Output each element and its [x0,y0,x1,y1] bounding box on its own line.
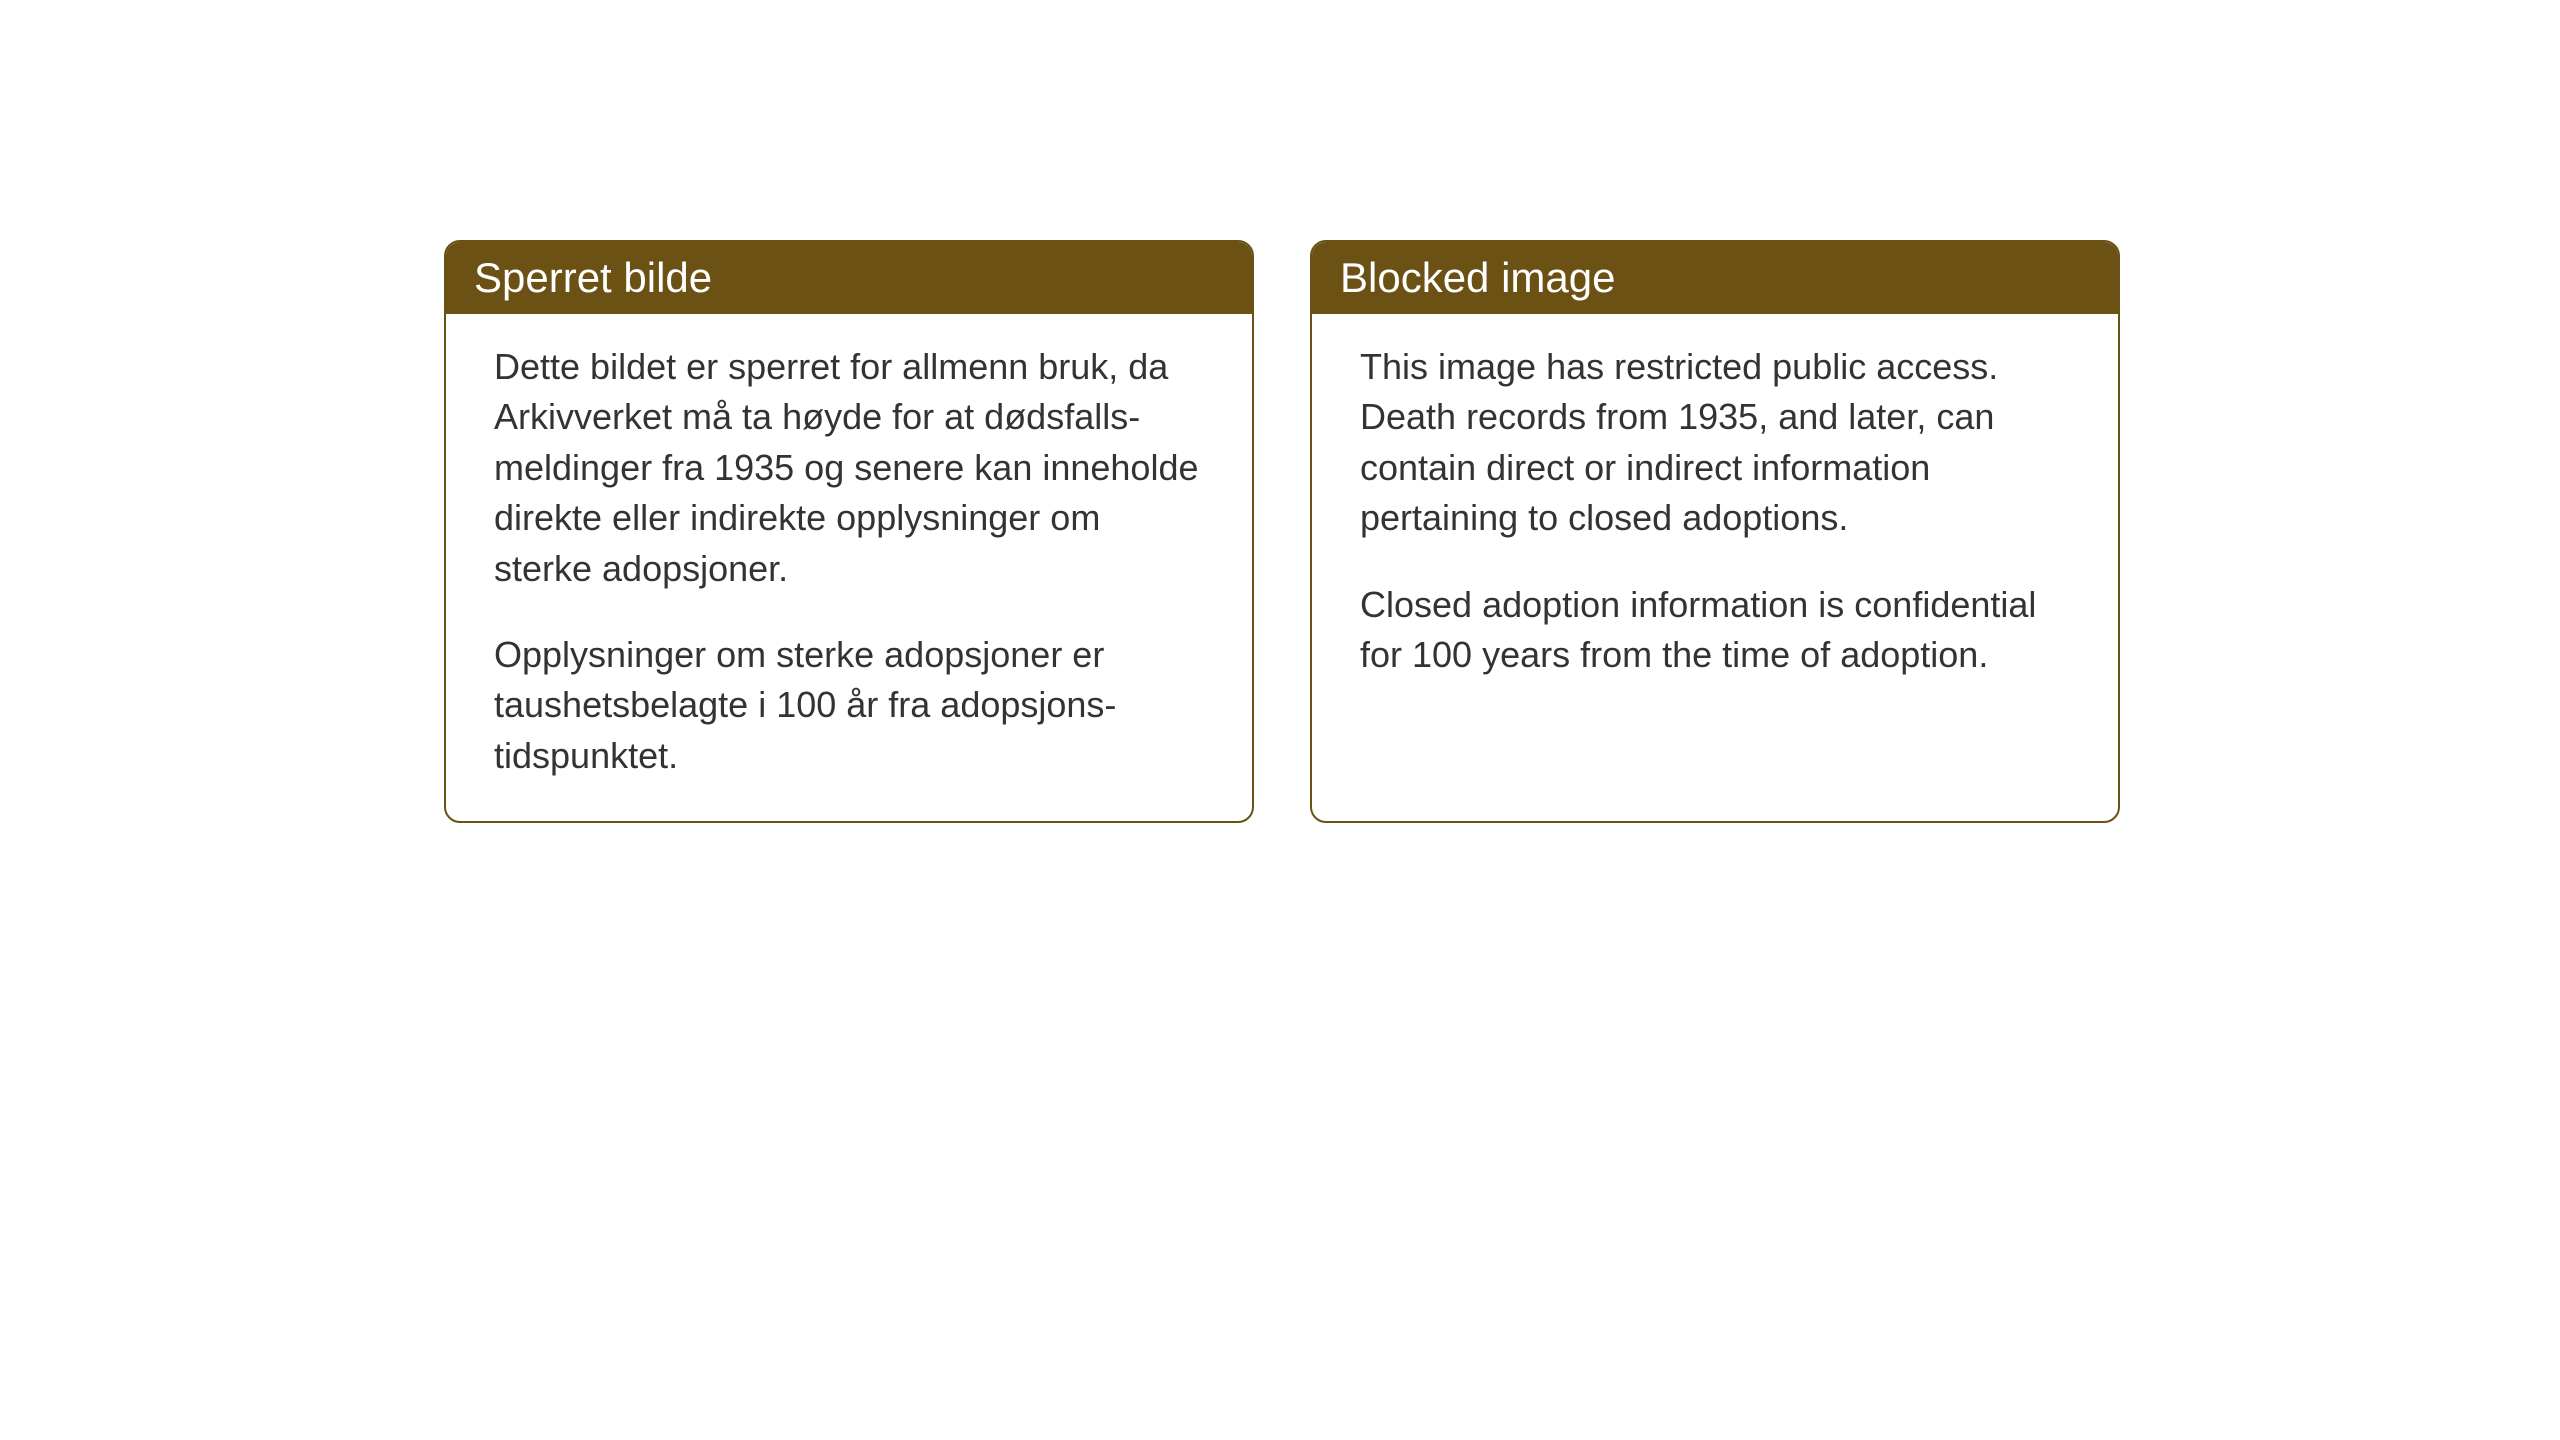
norwegian-paragraph-1: Dette bildet er sperret for allmenn bruk… [494,342,1204,594]
english-header-text: Blocked image [1340,254,1615,301]
norwegian-card-body: Dette bildet er sperret for allmenn bruk… [446,314,1252,821]
english-notice-card: Blocked image This image has restricted … [1310,240,2120,823]
notice-cards-container: Sperret bilde Dette bildet er sperret fo… [444,240,2120,823]
english-card-header: Blocked image [1312,242,2118,314]
norwegian-header-text: Sperret bilde [474,254,712,301]
norwegian-card-header: Sperret bilde [446,242,1252,314]
english-paragraph-1: This image has restricted public access.… [1360,342,2070,544]
norwegian-paragraph-2: Opplysninger om sterke adopsjoner er tau… [494,630,1204,781]
norwegian-notice-card: Sperret bilde Dette bildet er sperret fo… [444,240,1254,823]
english-paragraph-2: Closed adoption information is confident… [1360,580,2070,681]
english-card-body: This image has restricted public access.… [1312,314,2118,720]
